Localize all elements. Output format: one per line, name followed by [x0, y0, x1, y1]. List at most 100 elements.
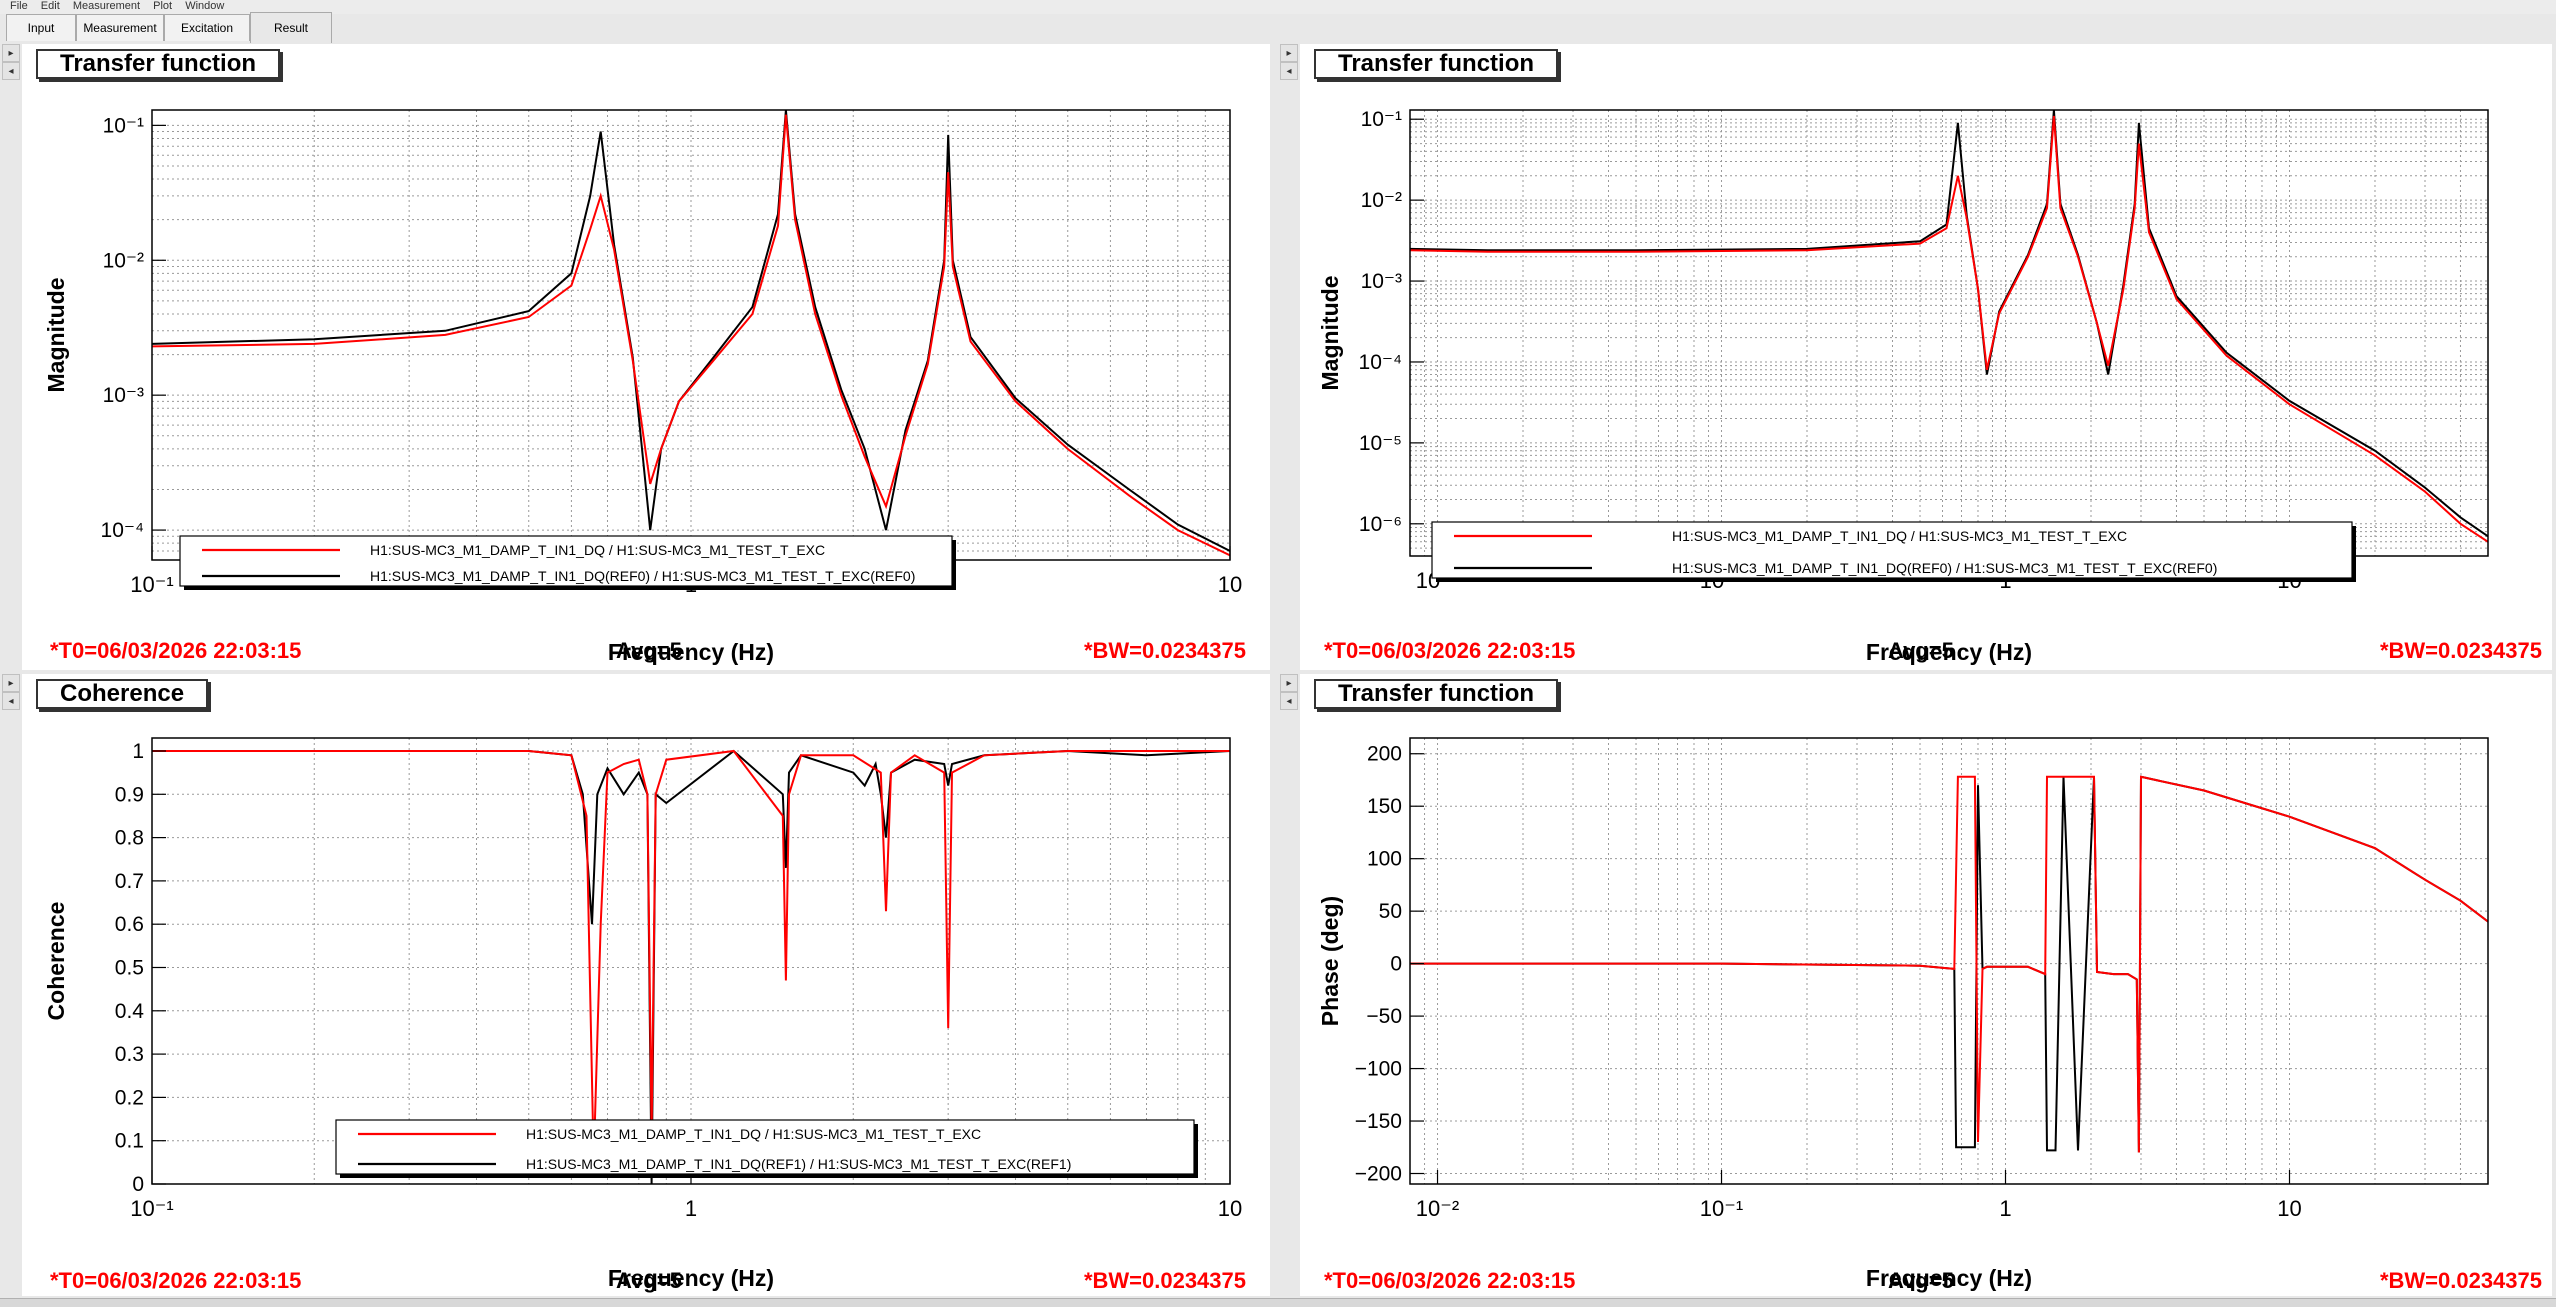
- y-tick-label: −200: [1355, 1163, 1402, 1186]
- y-tick-label: 100: [1367, 848, 1402, 871]
- panel-options-arrow[interactable]: ◂: [2, 62, 20, 80]
- status-t0: *T0=06/03/2026 22:03:15: [50, 1268, 302, 1293]
- y-tick-label: 10⁻³: [103, 384, 144, 407]
- legend-label: H1:SUS-MC3_M1_DAMP_T_IN1_DQ / H1:SUS-MC3…: [1672, 528, 2127, 544]
- x-tick-label: 10: [1218, 1196, 1242, 1221]
- panel-options-arrow[interactable]: ◂: [1280, 692, 1298, 710]
- legend-label: H1:SUS-MC3_M1_DAMP_T_IN1_DQ(REF0) / H1:S…: [370, 568, 915, 584]
- status-avg: Avg=5: [1888, 1268, 1954, 1293]
- status-t0: *T0=06/03/2026 22:03:15: [1324, 638, 1576, 663]
- panel-options-arrow[interactable]: ▸: [1280, 674, 1298, 692]
- y-tick-label: 0.6: [115, 913, 144, 936]
- legend-label: H1:SUS-MC3_M1_DAMP_T_IN1_DQ / H1:SUS-MC3…: [370, 542, 825, 558]
- y-axis-label: Magnitude: [43, 278, 69, 393]
- series-line: [1410, 775, 2488, 1153]
- status-bw: *BW=0.0234375: [2379, 1268, 2542, 1293]
- tab-result[interactable]: Result: [250, 12, 332, 43]
- x-axis-label: Frequency (Hz): [608, 1265, 774, 1291]
- y-tick-label: 10⁻⁶: [1359, 513, 1402, 536]
- menu-bar: File Edit Measurement Plot Window: [0, 0, 2556, 15]
- plot-frame: [1409, 109, 2489, 557]
- y-axis-label: Phase (deg): [1317, 896, 1343, 1026]
- y-tick-label: 150: [1367, 795, 1402, 818]
- y-axis-label: Magnitude: [1317, 276, 1343, 391]
- status-avg: Avg=5: [616, 638, 682, 663]
- legend-label: H1:SUS-MC3_M1_DAMP_T_IN1_DQ(REF0) / H1:S…: [1672, 560, 2217, 576]
- menu-file[interactable]: File: [10, 0, 28, 12]
- panel-options-arrow[interactable]: ◂: [1280, 62, 1298, 80]
- x-tick-label: 10⁻²: [1416, 1196, 1459, 1221]
- plot-panel-bottom-right: Transfer function 10⁻² 10⁻¹ 1 10 −200 −150 −10…: [1300, 674, 2552, 1296]
- panel-options-arrow[interactable]: ◂: [2, 692, 20, 710]
- y-tick-label: 10⁻³: [1361, 270, 1402, 293]
- panel-title: Transfer function: [1314, 49, 1559, 79]
- y-tick-label: 10⁻¹: [1361, 108, 1402, 131]
- grid-lines: [151, 738, 1231, 1185]
- plot-panel-bottom-left: Coherence 10⁻¹ 1 10 0 0.1 0.2 0.3 0.4 0.5 0.6 0.7 0…: [22, 674, 1270, 1296]
- series-line: [152, 749, 1230, 1184]
- x-axis-label: Frequency (Hz): [1866, 1265, 2032, 1291]
- panel-title: Transfer function: [1314, 679, 1559, 709]
- panel-options-arrow[interactable]: ▸: [1280, 44, 1298, 62]
- y-tick-label: 200: [1367, 743, 1402, 766]
- plot-panel-top-left: Transfer function 10⁻¹11010⁻⁴10⁻³10⁻²10⁻…: [22, 44, 1270, 670]
- tab-bar: Input Measurement Excitation Result: [0, 12, 2556, 44]
- y-tick-label: −100: [1355, 1058, 1402, 1081]
- panel-title: Coherence: [36, 679, 209, 709]
- menu-edit[interactable]: Edit: [40, 0, 60, 12]
- grid-lines: [1409, 110, 2489, 557]
- x-tick-label: 1: [685, 1196, 697, 1221]
- grid-lines: [1409, 738, 2489, 1184]
- y-tick-label: 0: [1390, 953, 1402, 976]
- status-avg: Avg=5: [616, 1268, 682, 1293]
- y-tick-label: 0: [132, 1173, 144, 1196]
- status-t0: *T0=06/03/2026 22:03:15: [1324, 1268, 1576, 1293]
- y-tick-label: 10⁻²: [103, 249, 144, 272]
- x-axis-label: Frequency (Hz): [1866, 639, 2032, 665]
- plot-panel-top-right: Transfer function 10⁻²10⁻¹11010⁻⁶10⁻⁵10⁻…: [1300, 44, 2552, 670]
- status-bar: [0, 1298, 2556, 1307]
- x-tick-label: 1: [1999, 1196, 2011, 1221]
- legend-box: [179, 535, 953, 587]
- series-line: [152, 114, 1230, 557]
- y-tick-label: 0.8: [115, 827, 144, 850]
- status-bw: *BW=0.0234375: [1083, 638, 1246, 663]
- chart-coherence: 10⁻¹ 1 10 0 0.1 0.2 0.3 0.4 0.5 0.6 0.7 0.8 0.9 1 Freq…: [43, 737, 1242, 1291]
- series-line: [1410, 115, 2488, 543]
- x-tick-label: 10⁻¹: [1700, 1196, 1743, 1221]
- status-bw: *BW=0.0234375: [1083, 1268, 1246, 1293]
- menu-measurement[interactable]: Measurement: [72, 0, 141, 12]
- x-tick-label: 10: [1218, 572, 1242, 597]
- y-tick-label: 10⁻⁴: [101, 519, 144, 542]
- y-tick-label: 1: [132, 740, 144, 763]
- grid-lines: [151, 110, 1231, 561]
- y-tick-label: −150: [1355, 1110, 1402, 1133]
- y-tick-label: 50: [1379, 900, 1402, 923]
- y-tick-label: 10⁻¹: [103, 114, 144, 137]
- panel-options-arrow[interactable]: ▸: [2, 674, 20, 692]
- chart-transfer-magnitude-wide: 10⁻²10⁻¹11010⁻⁶10⁻⁵10⁻⁴10⁻³10⁻²10⁻¹Frequ…: [1317, 108, 2489, 665]
- y-axis-label: Coherence: [43, 902, 69, 1021]
- y-tick-label: 10⁻⁴: [1359, 351, 1402, 374]
- plot-frame: [1409, 737, 2489, 1185]
- panel-options-arrow[interactable]: ▸: [2, 44, 20, 62]
- x-tick-label: 10: [2277, 1196, 2301, 1221]
- menu-plot[interactable]: Plot: [153, 0, 173, 12]
- menu-window[interactable]: Window: [185, 0, 225, 12]
- x-tick-label: 10⁻¹: [130, 572, 173, 597]
- y-tick-label: −50: [1366, 1005, 1402, 1028]
- tab-measurement[interactable]: Measurement: [76, 14, 164, 41]
- y-tick-label: 0.7: [115, 870, 144, 893]
- y-tick-label: 0.9: [115, 783, 144, 806]
- tab-input[interactable]: Input: [6, 14, 76, 41]
- y-tick-label: 0.5: [115, 956, 144, 979]
- y-tick-label: 0.4: [115, 1000, 145, 1023]
- tab-excitation[interactable]: Excitation: [164, 14, 250, 41]
- legend-label: H1:SUS-MC3_M1_DAMP_T_IN1_DQ(REF1) / H1:S…: [526, 1156, 1071, 1172]
- legend-label: H1:SUS-MC3_M1_DAMP_T_IN1_DQ / H1:SUS-MC3…: [526, 1126, 981, 1142]
- y-tick-label: 10⁻²: [1361, 189, 1402, 212]
- series-line: [152, 749, 1230, 1163]
- y-tick-label: 0.2: [115, 1086, 144, 1109]
- x-tick-label: 10⁻¹: [130, 1196, 173, 1221]
- y-tick-label: 10⁻⁵: [1359, 432, 1402, 455]
